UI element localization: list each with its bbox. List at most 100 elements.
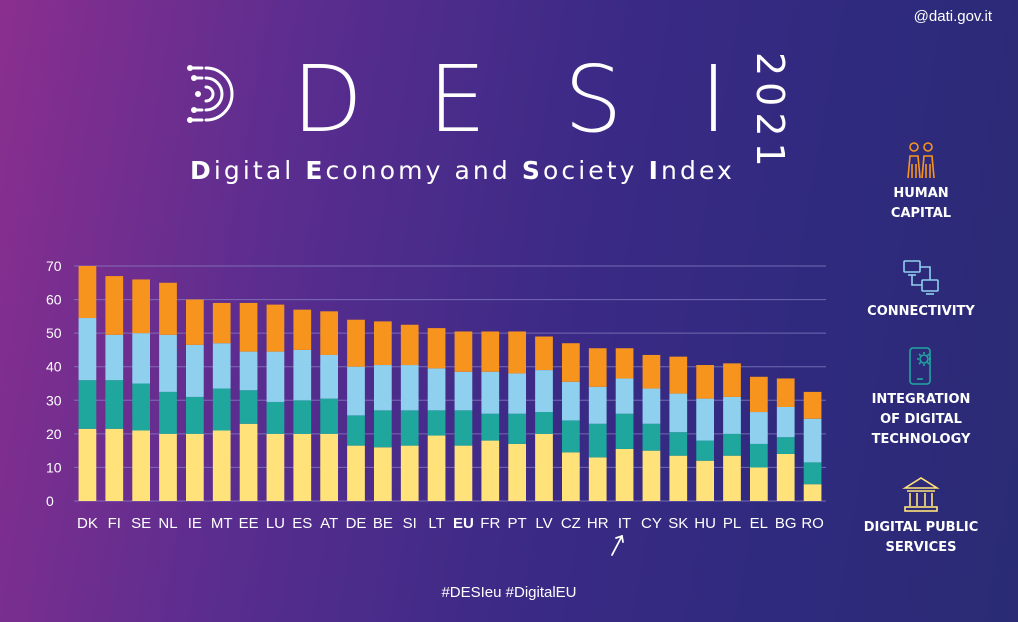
bar-segment	[696, 398, 715, 441]
bar-segment	[293, 400, 312, 434]
bar-segment	[642, 450, 661, 501]
people-icon	[907, 142, 935, 179]
x-tick-label: EU	[453, 515, 474, 532]
bar-segment	[481, 331, 500, 372]
bar-segment	[642, 388, 661, 424]
bar-segment	[588, 423, 607, 458]
year-label-wrap: 2021	[738, 52, 798, 192]
bar-segment	[239, 302, 258, 352]
y-tick-label: 50	[46, 325, 62, 341]
bar-segment	[427, 410, 446, 436]
bar-segment	[347, 445, 365, 501]
bar-segment	[293, 349, 312, 401]
bar-segment	[320, 354, 339, 399]
bar-segment	[400, 445, 419, 501]
bar-segment	[427, 328, 446, 369]
bar-segment	[320, 398, 339, 434]
bar-segment	[132, 279, 151, 334]
bar-segment	[78, 380, 97, 429]
bar-segment	[588, 386, 607, 424]
bar-segment	[776, 437, 795, 454]
building-icon	[902, 477, 940, 512]
bar-segment	[615, 448, 634, 501]
legend-item-integration-digital-technology: INTEGRATION OF DIGITAL TECHNOLOGY	[846, 346, 996, 450]
legend-label: HUMAN CAPITAL	[890, 186, 952, 221]
bar-segment	[803, 391, 822, 419]
bar-segment	[320, 433, 339, 501]
bar-segment	[347, 366, 365, 416]
bar-segment	[803, 418, 822, 463]
bar-segment	[347, 415, 365, 446]
legend-label: DIGITAL PUBLIC SERVICES	[863, 520, 979, 555]
x-tick-label: IE	[188, 515, 202, 532]
bar-segment	[535, 370, 553, 413]
subtitle-initial: S	[521, 156, 543, 185]
bar-segment	[508, 413, 527, 444]
bar-segment	[266, 401, 285, 434]
bar-segment	[481, 371, 500, 414]
subtitle: Digital Economy and Society Index	[190, 156, 735, 185]
bar-segment	[212, 430, 231, 501]
subtitle-text: ndex	[661, 156, 735, 185]
bar-segment	[723, 396, 741, 434]
bar-segment	[373, 410, 392, 448]
x-tick-label: SK	[668, 515, 688, 532]
y-tick-label: 30	[46, 392, 62, 408]
subtitle-initial: I	[648, 156, 662, 185]
bar-segment	[427, 368, 446, 411]
bar-segment	[185, 396, 204, 434]
bar-segment	[454, 331, 473, 372]
bar-segment	[561, 381, 580, 421]
bar-segment	[561, 343, 580, 382]
y-tick-label: 40	[46, 359, 62, 375]
bar-segment	[400, 365, 419, 411]
bar-segment	[749, 412, 768, 444]
legend-label: CONNECTIVITY	[867, 304, 975, 319]
subtitle-text: igital	[213, 156, 306, 185]
bar-segment	[266, 304, 285, 352]
bar-segment	[588, 457, 607, 501]
x-tick-label: SI	[403, 515, 417, 532]
x-tick-label: EE	[239, 515, 259, 532]
bar-segment	[400, 324, 419, 366]
subtitle-initial: D	[190, 156, 214, 185]
legend-item-human-capital: HUMAN CAPITAL	[846, 140, 996, 224]
bar-segment	[78, 428, 97, 501]
x-tick-label: FR	[480, 515, 500, 532]
bar-segment	[535, 433, 553, 501]
bar-segment	[212, 302, 231, 344]
desi-logo-icon	[187, 65, 234, 123]
bar-segment	[776, 407, 795, 438]
year-label: 2021	[748, 52, 792, 173]
x-tick-label: PL	[723, 515, 741, 532]
y-tick-label: 60	[46, 292, 62, 308]
bar-segment	[239, 423, 258, 501]
bar-segment	[293, 309, 312, 350]
bar-segment	[696, 440, 715, 461]
bar-segment	[615, 378, 634, 414]
bar-segment	[561, 420, 580, 453]
bar-segment	[239, 390, 258, 424]
bar-segment	[776, 454, 795, 501]
stacked-bar-chart: 0 10 20 30 40 50 60 70 DK FI SE NL IE MT EE LU ES AT DE BE S…	[46, 258, 826, 532]
x-tick-label: LT	[428, 515, 444, 532]
bar-segment	[427, 435, 446, 501]
bar-segment	[185, 433, 204, 501]
bar-segment	[266, 351, 285, 402]
subtitle-text: ociety	[543, 156, 649, 185]
bar-segment	[159, 391, 177, 434]
bar-segment	[588, 348, 607, 387]
bar-segment	[669, 432, 688, 456]
bar-segment	[159, 433, 177, 501]
bar-segment	[78, 266, 97, 319]
bar-segment	[320, 311, 339, 355]
wordmark-letter: D	[292, 46, 363, 153]
bar-segment	[642, 354, 661, 389]
bar-segment	[185, 344, 204, 397]
bar-segment	[669, 393, 688, 433]
bar-segment	[454, 371, 473, 411]
bar-segment	[508, 331, 527, 374]
bar-segment	[615, 413, 634, 449]
bar-segment	[749, 376, 768, 413]
bar-segment	[508, 373, 527, 414]
